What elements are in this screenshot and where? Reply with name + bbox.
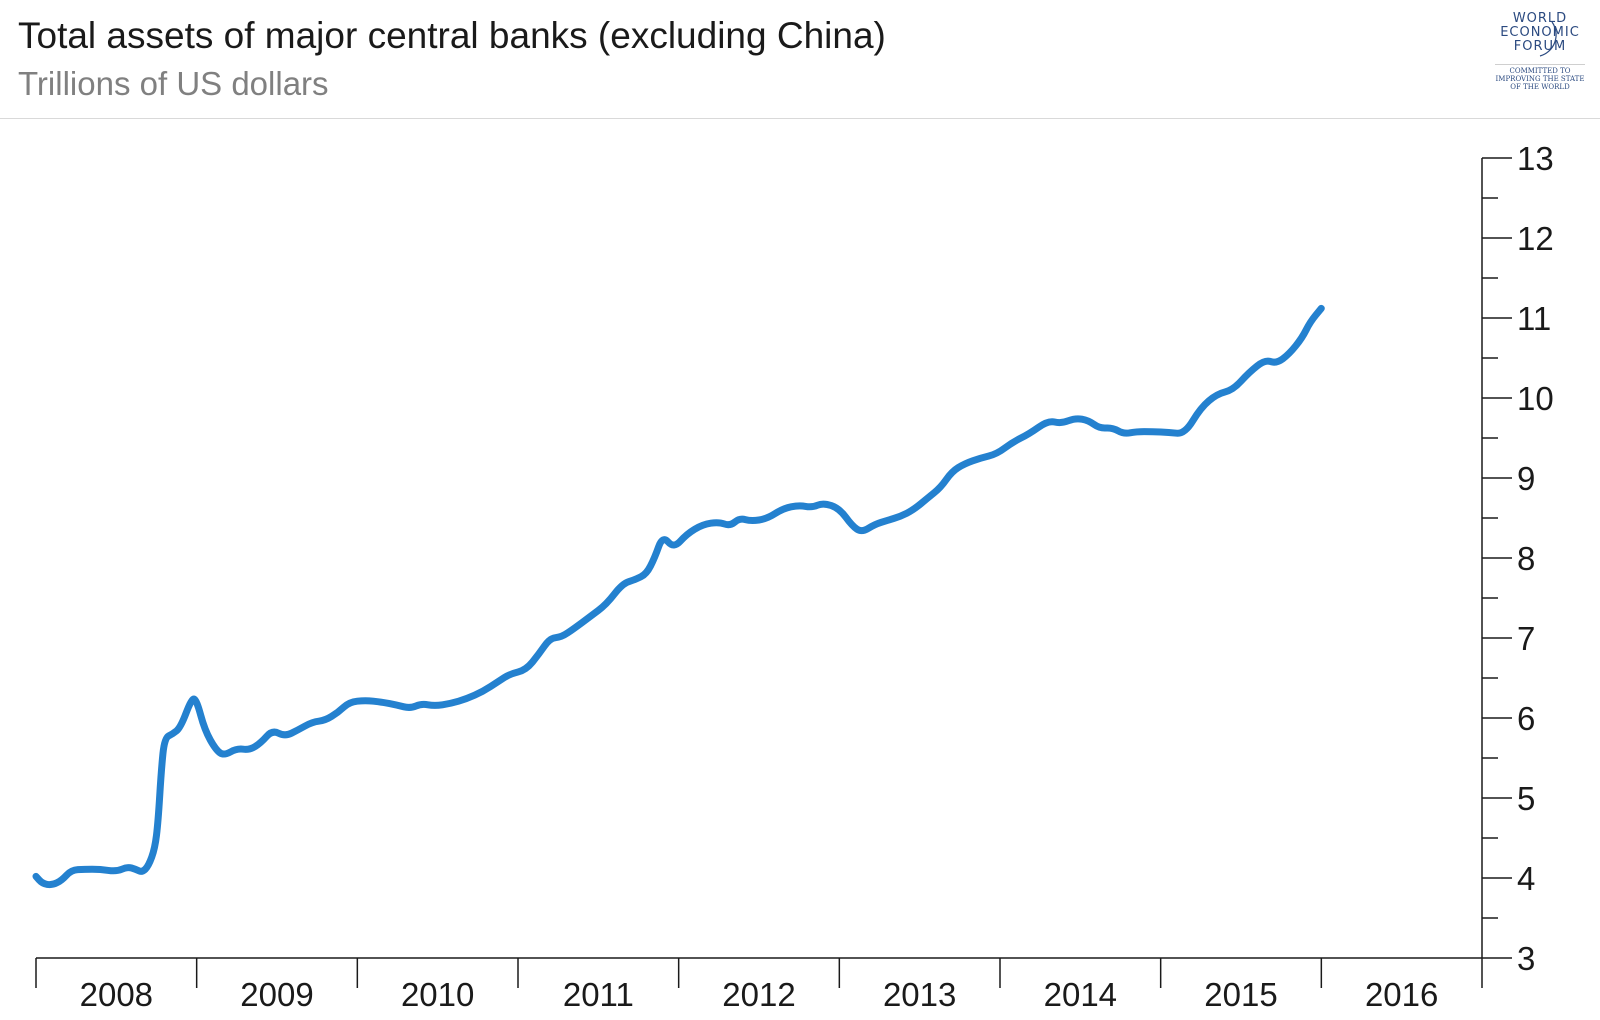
chart-subtitle: Trillions of US dollars	[18, 65, 329, 102]
x-tick-label: 2015	[1204, 976, 1277, 1013]
logo-word-3: FORUM	[1513, 39, 1567, 54]
y-axis: 3 4 5 6 7 8 9 10 11 12 13	[1481, 140, 1554, 977]
y-tick-label: 4	[1517, 860, 1535, 897]
y-tick-label: 13	[1517, 140, 1554, 177]
logo-word-1: WORLD	[1512, 11, 1568, 26]
chart-title: Total assets of major central banks (exc…	[18, 15, 886, 56]
logo-tagline-1: COMMITTED TO	[1509, 67, 1571, 75]
y-tick-label: 12	[1517, 220, 1554, 257]
y-tick-label: 6	[1517, 700, 1535, 737]
y-tick-label: 10	[1517, 380, 1554, 417]
x-tick-label: 2008	[80, 976, 153, 1013]
y-tick-label: 11	[1517, 300, 1551, 337]
logo-word-2: ECONOMIC	[1500, 25, 1580, 40]
y-tick-label: 9	[1517, 460, 1535, 497]
chart-header: Total assets of major central banks (exc…	[18, 10, 1398, 106]
x-tick-label: 2009	[240, 976, 313, 1013]
series-line	[32, 304, 1325, 889]
x-tick-label: 2012	[722, 976, 795, 1013]
logo-tagline-2: IMPROVING THE STATE	[1495, 75, 1585, 83]
logo-tagline-3: OF THE WORLD	[1510, 83, 1570, 91]
y-tick-label: 7	[1517, 620, 1535, 657]
x-axis: 2008 2009 2010 2011 2012 2013 2014 2015 2016	[35, 957, 1483, 1013]
x-tick-label: 2016	[1365, 976, 1438, 1013]
x-tick-label: 2013	[883, 976, 956, 1013]
wef-logo: WORLD ECONOMIC FORUM COMMITTED TO IMPROV…	[1490, 12, 1590, 112]
header-divider	[0, 118, 1600, 119]
y-tick-label: 8	[1517, 540, 1535, 577]
x-tick-label: 2010	[401, 976, 474, 1013]
y-tick-label: 5	[1517, 780, 1535, 817]
x-tick-label: 2014	[1044, 976, 1117, 1013]
y-tick-label: 3	[1517, 940, 1535, 977]
series-layer	[32, 304, 1325, 889]
logo-arc-icon	[1539, 21, 1557, 57]
logo-divider	[1495, 64, 1585, 65]
x-tick-label: 2011	[563, 976, 634, 1013]
